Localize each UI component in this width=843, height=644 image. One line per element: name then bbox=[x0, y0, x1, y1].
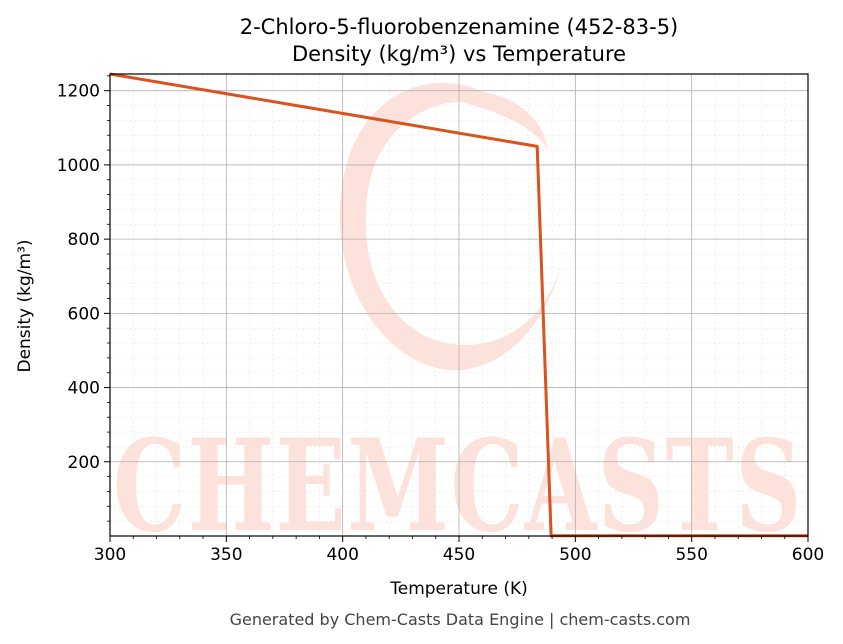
watermark-text: CHEMCASTS bbox=[113, 412, 803, 560]
x-tick-label: 500 bbox=[559, 545, 591, 565]
x-tick-label: 300 bbox=[94, 545, 126, 565]
x-axis-ticks: 300 350 400 450 500 550 600 bbox=[94, 536, 824, 565]
watermark-logo-arc bbox=[430, 90, 548, 150]
y-tick-label: 800 bbox=[68, 230, 100, 250]
footer-credit: Generated by Chem-Casts Data Engine | ch… bbox=[230, 610, 691, 629]
chart-title: 2-Chloro-5-fluorobenzenamine (452-83-5) bbox=[240, 15, 679, 39]
chart-subtitle: Density (kg/m³) vs Temperature bbox=[292, 42, 626, 66]
y-tick-label: 200 bbox=[68, 453, 100, 473]
y-axis-ticks: 200 400 600 800 1000 1200 bbox=[57, 75, 110, 522]
y-tick-label: 1200 bbox=[57, 82, 100, 102]
y-tick-label: 400 bbox=[68, 379, 100, 399]
x-tick-label: 350 bbox=[210, 545, 242, 565]
x-tick-label: 450 bbox=[443, 545, 475, 565]
major-grid bbox=[109, 74, 809, 536]
x-tick-label: 550 bbox=[675, 545, 707, 565]
x-tick-label: 600 bbox=[792, 545, 824, 565]
y-axis-label: Density (kg/m³) bbox=[15, 239, 35, 372]
chemcasts-watermark: CHEMCASTS bbox=[113, 82, 803, 560]
x-tick-label: 400 bbox=[326, 545, 358, 565]
y-tick-label: 1000 bbox=[57, 156, 100, 176]
y-tick-label: 600 bbox=[68, 304, 100, 324]
x-axis-label: Temperature (K) bbox=[389, 579, 528, 599]
